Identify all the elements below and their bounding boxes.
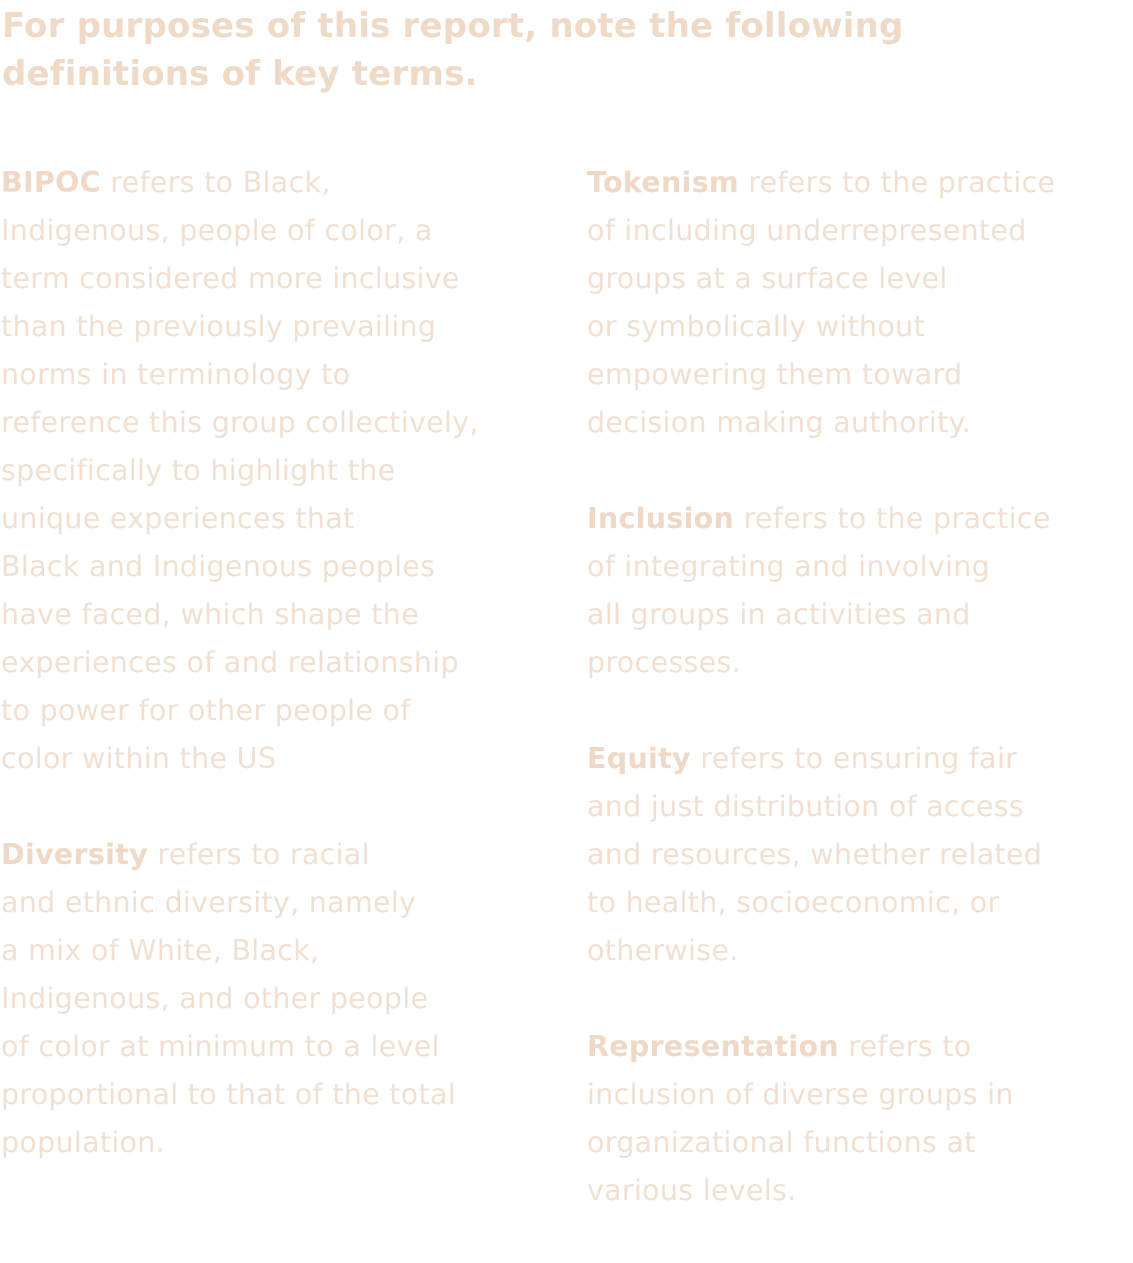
definition-text: unique experiences that bbox=[1, 502, 355, 535]
definition-text: to health, socioeconomic, or bbox=[587, 886, 1000, 919]
definition-text: term considered more inclusive bbox=[1, 262, 460, 295]
definition-text: have faced, which shape the bbox=[1, 598, 419, 631]
definition-text: decision making authority. bbox=[587, 406, 972, 439]
left-column: BIPOC refers to Black, Indigenous, peopl… bbox=[1, 159, 561, 1215]
definition-text: inclusion of diverse groups in bbox=[587, 1078, 1014, 1111]
definition-text: refers to the practice bbox=[738, 166, 1056, 199]
definition-text: organizational functions at bbox=[587, 1126, 976, 1159]
term-name-tokenism: Tokenism bbox=[587, 166, 739, 199]
definition-tokenism: Tokenism refers to the practice of inclu… bbox=[587, 159, 1127, 447]
definition-bipoc: BIPOC refers to Black, Indigenous, peopl… bbox=[1, 159, 561, 783]
definition-equity: Equity refers to ensuring fair and just … bbox=[587, 735, 1127, 975]
heading-line-2: definitions of key terms. bbox=[2, 54, 478, 94]
definition-text: norms in terminology to bbox=[1, 358, 351, 391]
definition-text: experiences of and relationship bbox=[1, 646, 459, 679]
definition-text: reference this group collectively, bbox=[1, 406, 479, 439]
definition-text: refers to racial bbox=[148, 838, 370, 871]
definition-text: specifically to highlight the bbox=[1, 454, 396, 487]
definition-text: to power for other people of bbox=[1, 694, 411, 727]
right-column: Tokenism refers to the practice of inclu… bbox=[587, 159, 1127, 1263]
definition-text: refers to ensuring fair bbox=[690, 742, 1018, 775]
definition-text: than the previously prevailing bbox=[1, 310, 437, 343]
term-name-inclusion: Inclusion bbox=[587, 502, 735, 535]
definition-diversity: Diversity refers to racial and ethnic di… bbox=[1, 831, 561, 1167]
definition-text: empowering them toward bbox=[587, 358, 963, 391]
definition-text: various levels. bbox=[587, 1174, 797, 1207]
definition-text: and resources, whether related bbox=[587, 838, 1043, 871]
definition-text: refers to Black, bbox=[100, 166, 331, 199]
definition-text: population. bbox=[1, 1126, 166, 1159]
definition-text: of color at minimum to a level bbox=[1, 1030, 440, 1063]
definition-text: Indigenous, and other people bbox=[1, 982, 429, 1015]
definition-text: color within the US bbox=[1, 742, 277, 775]
definition-text: otherwise. bbox=[587, 934, 739, 967]
page-heading: For purposes of this report, note the fo… bbox=[2, 2, 1002, 98]
definition-text: and just distribution of access bbox=[587, 790, 1025, 823]
term-name-diversity: Diversity bbox=[1, 838, 149, 871]
term-name-bipoc: BIPOC bbox=[1, 166, 101, 199]
definition-text: refers to the practice bbox=[734, 502, 1051, 535]
definition-text: proportional to that of the total bbox=[1, 1078, 456, 1111]
definition-text: a mix of White, Black, bbox=[1, 934, 320, 967]
definition-text: Black and Indigenous peoples bbox=[1, 550, 436, 583]
definition-representation: Representation refers to inclusion of di… bbox=[587, 1023, 1127, 1215]
definition-text: Indigenous, people of color, a bbox=[1, 214, 433, 247]
term-name-equity: Equity bbox=[587, 742, 691, 775]
definition-text: of integrating and involving bbox=[587, 550, 991, 583]
definition-text: refers to bbox=[838, 1030, 972, 1063]
definitions-page: For purposes of this report, note the fo… bbox=[1, 2, 1055, 1215]
definition-text: groups at a surface level bbox=[587, 262, 948, 295]
definition-inclusion: Inclusion refers to the practice of inte… bbox=[587, 495, 1127, 687]
term-name-representation: Representation bbox=[587, 1030, 839, 1063]
heading-line-1: For purposes of this report, note the fo… bbox=[2, 6, 904, 46]
definition-text: or symbolically without bbox=[587, 310, 925, 343]
definition-text: processes. bbox=[587, 646, 741, 679]
definition-text: and ethnic diversity, namely bbox=[1, 886, 417, 919]
definition-text: all groups in activities and bbox=[587, 598, 971, 631]
definition-text: of including underrepresented bbox=[587, 214, 1027, 247]
